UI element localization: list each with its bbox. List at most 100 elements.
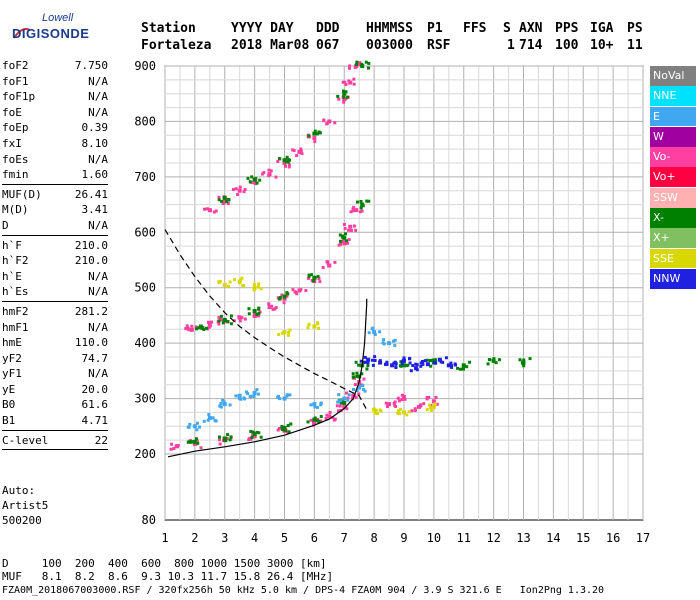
header-label: IGA (590, 21, 614, 36)
data-point (277, 427, 281, 431)
data-point (326, 261, 330, 265)
data-point (394, 366, 398, 370)
data-point (170, 442, 174, 446)
data-point (313, 416, 317, 420)
autoscaling-info: Auto: Artist5 500200 (2, 483, 48, 528)
data-point (360, 209, 364, 213)
data-point (339, 401, 343, 405)
data-point (255, 181, 259, 185)
data-point (402, 394, 406, 398)
data-point (385, 404, 389, 408)
data-point (221, 398, 225, 402)
data-point (219, 314, 223, 318)
header-value: 100 (555, 38, 579, 53)
data-point (450, 364, 454, 368)
data-point (363, 360, 367, 364)
data-point (267, 302, 271, 306)
data-point (348, 80, 353, 85)
data-point (309, 418, 313, 422)
data-point (295, 292, 299, 296)
data-point (351, 372, 355, 376)
header-label: HHMMSS (366, 21, 413, 36)
param-name: hmF1 (2, 320, 29, 334)
data-point (311, 279, 315, 283)
data-point (243, 317, 247, 321)
data-point (219, 402, 223, 406)
param-value: 26.41 (74, 187, 108, 201)
data-point (450, 365, 454, 369)
param-value: N/A (88, 367, 108, 381)
param-value: 7.750 (74, 59, 108, 72)
data-point (256, 392, 260, 396)
data-point (341, 89, 345, 93)
param-row: foF1 N/A (2, 74, 108, 90)
data-point (189, 440, 193, 444)
auto-line-1: Auto: (2, 484, 36, 497)
data-point (343, 240, 347, 244)
data-point (185, 324, 189, 328)
series-sse (217, 276, 437, 417)
data-point (349, 210, 353, 214)
data-point (344, 97, 348, 101)
data-point (315, 418, 319, 422)
data-point (214, 209, 218, 213)
data-point (461, 365, 465, 369)
x-tick-label: 15 (576, 531, 590, 545)
header-label: PS (627, 21, 643, 36)
data-point (243, 187, 247, 191)
data-point (267, 168, 271, 172)
param-name: yF2 (2, 351, 22, 365)
data-point (352, 205, 356, 209)
param-value: 61.6 (81, 398, 109, 412)
data-point (307, 276, 311, 280)
data-point (421, 360, 425, 364)
file-info-footer: FZA0M_2018067003000.RSF / 320fx256h 50 k… (2, 585, 605, 596)
data-point (169, 447, 173, 451)
param-value: N/A (88, 152, 108, 166)
data-point (252, 283, 256, 287)
data-point (285, 291, 289, 295)
data-point (435, 402, 439, 406)
data-point (411, 364, 415, 368)
data-point (276, 159, 280, 163)
data-point (398, 364, 402, 368)
param-value: N/A (88, 90, 108, 104)
data-point (441, 360, 445, 364)
data-point (300, 152, 304, 156)
param-row: h`F 210.0 (2, 238, 108, 254)
data-point (203, 207, 207, 211)
data-point (257, 306, 261, 310)
x-tick-label: 13 (516, 531, 530, 545)
header-label: AXN (519, 21, 543, 36)
data-point (346, 396, 350, 400)
data-point (188, 422, 192, 426)
param-name: foF1 (2, 74, 29, 88)
param-name: fmin (2, 168, 29, 182)
data-point (306, 420, 310, 424)
data-point (172, 446, 176, 450)
legend-item: X- (650, 208, 696, 228)
data-point (252, 391, 257, 396)
data-point (439, 360, 443, 364)
data-point (318, 280, 322, 284)
data-point (229, 314, 233, 318)
data-point (348, 64, 352, 68)
data-point (228, 280, 232, 284)
x-tick-label: 11 (457, 531, 471, 545)
param-row: yF1 N/A (2, 366, 108, 382)
data-point (257, 431, 261, 435)
data-point (248, 180, 252, 184)
data-point (384, 401, 388, 405)
data-point (344, 232, 348, 236)
series-x- (186, 60, 532, 445)
data-point (287, 158, 291, 162)
data-point (522, 358, 526, 362)
data-point (287, 163, 291, 167)
data-point (280, 331, 284, 335)
data-point (285, 394, 289, 398)
x-tick-label: 3 (221, 531, 228, 545)
data-point (373, 333, 377, 337)
data-point (337, 409, 341, 413)
data-point (354, 395, 358, 399)
data-point (221, 321, 225, 325)
